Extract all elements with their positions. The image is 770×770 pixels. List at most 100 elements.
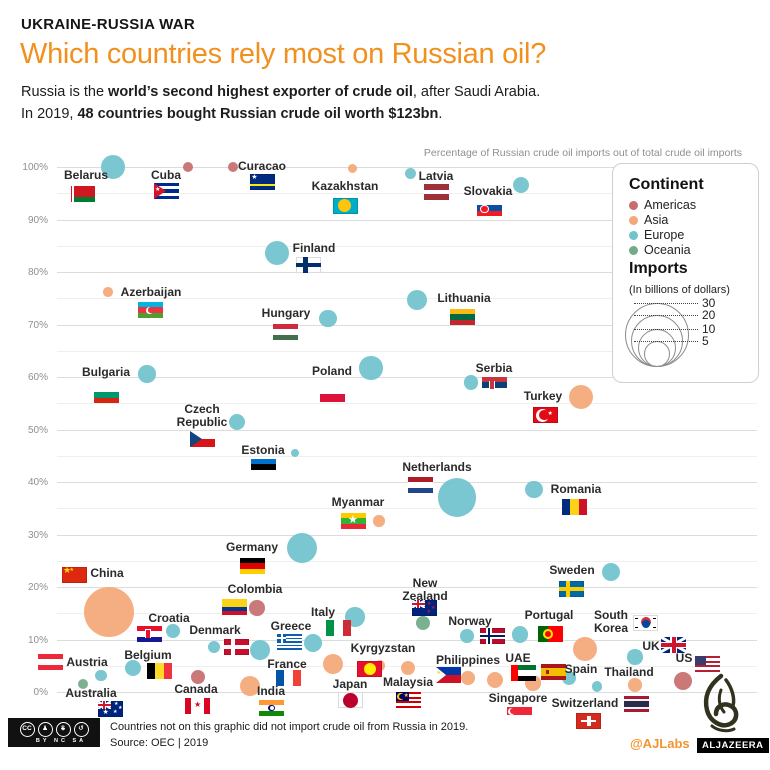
flag-portugal [538,626,563,642]
bubble-china [84,587,134,638]
cc-nc-icon: $ [55,721,71,737]
flag-kazakhstan [333,198,358,214]
gridline-60 [57,377,757,378]
country-label-myanmar: Myanmar [331,495,385,509]
size-leader-10 [634,329,698,330]
y-tick-70: 70% [27,319,48,331]
flag-star: ★ [118,705,123,712]
country-label-uae: UAE [505,651,531,665]
flag-lithuania [450,309,475,325]
subtitle-line-1: Russia is the world’s second highest exp… [21,84,541,100]
flag-hungary [273,324,298,340]
country-label-thailand: Thailand [604,665,654,679]
flag-romania [562,499,587,515]
source-line: Source: OEC | 2019 [110,737,209,749]
bubble-hungary [319,309,337,327]
bubble-colombia [249,600,265,616]
country-label-kazakhstan: Kazakhstan [311,179,379,193]
gridline-20 [57,587,757,588]
bubble-greece [304,634,322,653]
y-tick-100: 100% [22,162,48,173]
country-label-turkey: Turkey [523,389,563,403]
bubble-canada [191,669,205,684]
bubble-sweden [602,562,620,581]
size-leader-30 [634,303,698,304]
flag-singapore [507,707,532,723]
country-label-china: China [90,566,124,580]
flag-star: ★ [403,692,409,700]
bubble-uae [486,671,504,689]
bubble-croatia [166,624,180,639]
country-label-finland: Finland [292,241,336,255]
flag-netherlands [408,477,433,493]
country-label-portugal: Portugal [524,608,574,622]
flag-star: ★ [69,567,74,573]
bubble-czech-republic [228,413,246,431]
bubble-belgium [125,659,141,676]
y-tick-40: 40% [27,477,48,488]
bubble-japan [323,654,343,675]
page-kicker: UKRAINE-RUSSIA WAR [21,16,196,33]
country-label-south-korea: South Korea [593,608,629,635]
country-label-greece: Greece [270,619,312,633]
y-tick-80: 80% [27,267,48,278]
legend-imports-subtitle: (In billions of dollars) [629,284,730,296]
flag-germany [240,558,265,574]
country-label-belgium: Belgium [124,648,172,662]
legend-panel: Continent Americas Asia Europe Oceania Impo… [612,163,759,383]
flag-switzerland [576,713,601,729]
y-tick-30: 30% [27,529,48,541]
bubble-norway [460,629,474,643]
bubble-kazakhstan [347,164,357,174]
flag-france [276,670,301,686]
country-label-estonia: Estonia [241,443,285,457]
flag-croatia [137,626,162,642]
gridline-35 [57,508,757,510]
ajlabs-credit: @AJLabs [630,736,690,751]
country-label-italy: Italy [310,605,336,619]
country-label-slovakia: Slovakia [463,184,513,198]
gridline-50 [57,429,757,431]
cc-by-icon: ♟ [37,721,53,737]
flag-star: ★ [102,708,109,717]
bubble-france [250,640,270,660]
gridline-95 [57,193,757,195]
country-label-colombia: Colombia [227,582,283,596]
flag-star: ★ [431,605,436,612]
flag-star: ★ [426,608,431,615]
country-label-netherlands: Netherlands [402,460,472,474]
flag-azerbaijan [138,302,163,318]
flag-india [259,700,284,716]
bubble-slovakia [513,176,529,193]
country-label-czech-republic: Czech Republic [176,402,228,429]
flag-denmark [224,639,249,655]
cc-icon: CC [19,721,35,737]
bubble-curacao [228,162,238,172]
size-label-10: 10 [702,322,716,336]
flag-belarus [70,186,95,202]
flag-sweden [559,581,584,597]
flag-uk [661,637,686,653]
y-tick-60: 60% [27,372,48,383]
country-label-philippines: Philippines [435,653,501,667]
bubble-portugal [511,625,529,643]
flag-norway [480,628,505,644]
flag-spain [541,664,566,680]
flag-latvia [424,184,449,200]
flag-star: ★ [63,567,72,576]
y-tick-50: 50% [27,424,48,436]
flag-bulgaria [94,387,119,403]
flag-italy [326,620,351,636]
size-leader-5 [634,341,698,342]
legend-item-europe: Europe [629,228,684,242]
bubble-latvia [404,168,416,180]
bubble-finland [265,241,289,266]
y-tick-10: 10% [27,634,48,646]
bubble-switzerland [591,680,603,692]
country-label-belarus: Belarus [63,168,109,182]
footnote: Countries not on this graphic did not im… [110,721,469,733]
country-label-australia: Australia [65,686,117,700]
flag-canada: ★ [185,698,210,714]
country-label-curacao: Curacao [237,159,287,173]
